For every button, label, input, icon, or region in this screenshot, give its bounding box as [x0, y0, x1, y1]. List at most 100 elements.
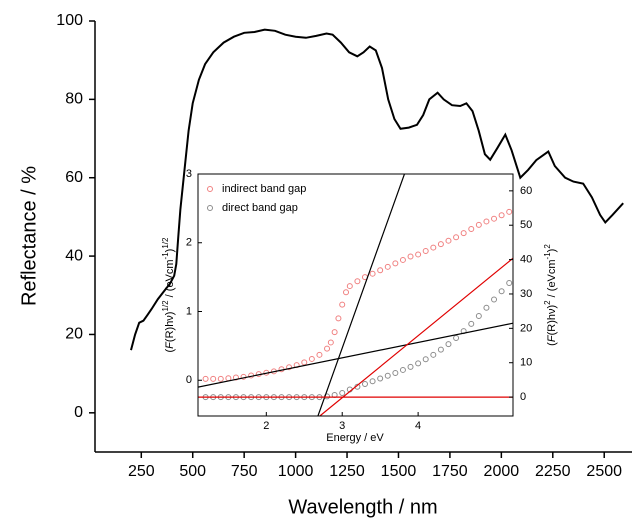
data-point [399, 256, 406, 263]
y2-tick-label: 50 [520, 219, 532, 231]
inset-frame [197, 173, 514, 417]
data-point [316, 351, 323, 358]
y-tick-label: 80 [65, 91, 83, 108]
data-point [422, 248, 429, 254]
x-tick-label: 1250 [329, 463, 365, 480]
data-point [369, 270, 376, 277]
y2-tick-label: 10 [520, 357, 532, 369]
y2-tick-label: 0 [520, 391, 526, 403]
data-point [506, 208, 513, 215]
data-point [392, 370, 399, 377]
y-tick-label: 20 [65, 326, 83, 343]
y-tick-label: 40 [65, 247, 83, 264]
data-point [331, 329, 338, 336]
inset-y-axis-label: (F(R)hν)1/2 / (eVcm-1)1/2 [161, 237, 176, 353]
x-tick-label: 2000 [484, 463, 520, 480]
x-tick-label: 3 [339, 420, 345, 432]
data-point [335, 315, 342, 322]
inset-y2-axis-label: (F(R)hν)2 / (eVcm-1)2 [543, 244, 558, 346]
x-tick-label: 1000 [278, 463, 314, 480]
legend-label: direct band gap [222, 202, 298, 214]
data-point [392, 260, 399, 267]
data-point [422, 356, 429, 363]
x-tick-label: 1500 [381, 463, 417, 480]
data-point [339, 301, 346, 308]
data-point [475, 221, 482, 228]
data-point [498, 288, 505, 295]
fit-line [198, 322, 513, 388]
y-axis-label: Reflectance / % [18, 166, 40, 306]
data-point [324, 345, 331, 352]
y2-tick-label: 20 [520, 322, 532, 334]
data-point [453, 234, 460, 241]
data-point [407, 363, 414, 370]
data-point [308, 355, 315, 362]
data-point [301, 359, 308, 366]
y-tick-label: 0 [186, 374, 192, 386]
data-point [491, 296, 498, 303]
data-point [468, 226, 475, 232]
y-tick-label: 60 [65, 169, 83, 186]
data-point [483, 218, 490, 225]
data-point [430, 244, 437, 251]
data-point [354, 278, 361, 285]
reflectance-curve [130, 28, 624, 351]
data-point [460, 230, 467, 237]
legend-marker [207, 186, 213, 192]
data-point [506, 279, 513, 286]
y2-tick-label: 30 [520, 288, 532, 300]
data-point [217, 375, 224, 382]
x-tick-label: 500 [179, 463, 206, 480]
fit-line [319, 257, 513, 416]
x-tick-label: 750 [231, 463, 258, 480]
data-point [377, 267, 384, 274]
x-axis-label: Wavelength / nm [288, 496, 437, 518]
data-point [483, 304, 490, 311]
y2-tick-label: 60 [520, 185, 532, 197]
data-point [361, 381, 368, 388]
data-point [339, 389, 346, 396]
y-tick-label: 0 [74, 404, 83, 421]
data-point [475, 312, 482, 319]
data-point [498, 212, 505, 219]
data-point [202, 375, 209, 382]
data-point [453, 334, 460, 341]
data-point [327, 339, 334, 346]
data-point [415, 251, 422, 258]
data-point [286, 364, 293, 371]
data-point [491, 215, 498, 222]
x-tick-label: 2250 [535, 463, 571, 480]
inset-x-axis-label: Energy / eV [326, 432, 384, 444]
data-point [346, 283, 353, 290]
x-tick-label: 250 [128, 463, 155, 480]
data-point [377, 375, 384, 382]
data-point [384, 263, 391, 270]
x-tick-label: 1750 [432, 463, 468, 480]
data-point [445, 341, 452, 348]
data-point [210, 375, 217, 382]
y-tick-label: 100 [56, 12, 83, 29]
y-tick-label: 3 [186, 168, 192, 180]
data-point [399, 366, 406, 373]
inset-background [198, 174, 513, 416]
data-point [369, 378, 376, 385]
inset-data [198, 174, 513, 416]
data-point [415, 360, 422, 367]
fit-line [317, 174, 406, 416]
data-point [437, 346, 444, 353]
y-tick-label: 2 [186, 237, 192, 249]
legend-marker [207, 205, 213, 211]
data-point [384, 372, 391, 379]
legend-label: indirect band gap [222, 183, 306, 195]
y-tick-label: 1 [186, 305, 192, 317]
data-point [407, 253, 414, 260]
x-tick-label: 4 [415, 420, 421, 432]
y2-tick-label: 40 [520, 254, 532, 266]
x-tick-label: 2500 [586, 463, 622, 480]
data-point [445, 237, 452, 244]
data-point [343, 289, 350, 296]
data-point [468, 320, 475, 327]
